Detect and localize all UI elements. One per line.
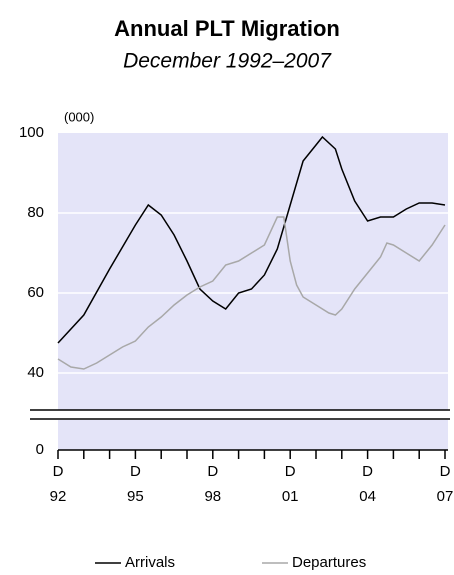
- y-tick-label: 80: [27, 204, 44, 221]
- x-tick-label: D: [285, 463, 296, 480]
- x-tick-label: 04: [359, 488, 376, 505]
- x-tick-label: 07: [437, 488, 454, 505]
- x-tick-label: 98: [204, 488, 221, 505]
- chart-title: Annual PLT Migration: [114, 16, 340, 41]
- legend-label: Arrivals: [125, 554, 175, 571]
- x-tick-label: D: [362, 463, 373, 480]
- x-tick-label: D: [207, 463, 218, 480]
- legend-label: Departures: [292, 554, 366, 571]
- x-tick-label: 92: [50, 488, 67, 505]
- x-tick-label: 95: [127, 488, 144, 505]
- x-tick-label: D: [53, 463, 64, 480]
- x-tick-label: D: [130, 463, 141, 480]
- x-tick-label: 01: [282, 488, 299, 505]
- axis-break-gap: [58, 410, 448, 420]
- series-line: [57, 216, 446, 370]
- chart-subtitle: December 1992–2007: [123, 50, 332, 73]
- y-tick-label: 0: [36, 441, 44, 458]
- y-unit: (000): [64, 109, 94, 124]
- y-tick-label: 40: [27, 364, 44, 381]
- y-tick-label: 100: [19, 124, 44, 141]
- series-line: [57, 135, 446, 344]
- x-tick-label: D: [440, 463, 451, 480]
- y-tick-label: 60: [27, 284, 44, 301]
- plot-area: [58, 133, 448, 450]
